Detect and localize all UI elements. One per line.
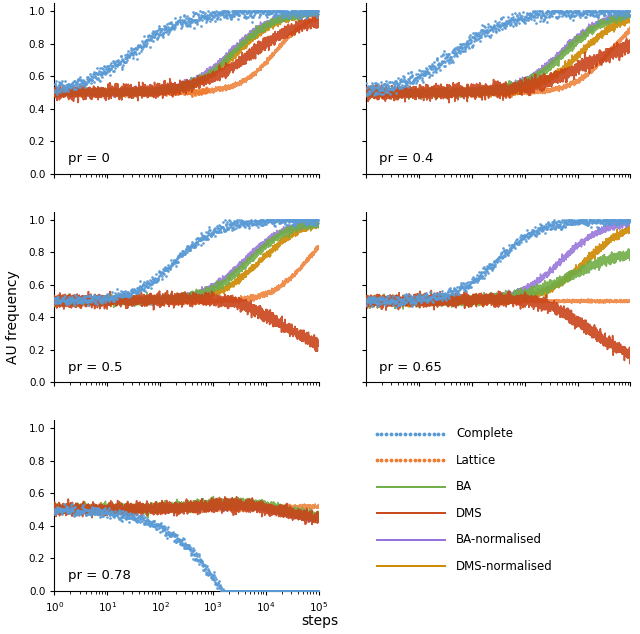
Text: Lattice: Lattice xyxy=(456,454,496,467)
Text: DMS: DMS xyxy=(456,507,483,520)
Text: BA: BA xyxy=(456,480,472,493)
Text: pr = 0.65: pr = 0.65 xyxy=(380,361,442,374)
Text: BA-normalised: BA-normalised xyxy=(456,533,542,546)
Text: steps: steps xyxy=(301,614,339,628)
Text: AU frequency: AU frequency xyxy=(6,270,20,364)
Text: pr = 0.78: pr = 0.78 xyxy=(68,569,131,583)
Text: pr = 0.4: pr = 0.4 xyxy=(380,152,434,165)
Text: DMS-normalised: DMS-normalised xyxy=(456,560,553,573)
Text: pr = 0.5: pr = 0.5 xyxy=(68,361,122,374)
Text: Complete: Complete xyxy=(456,427,513,440)
Text: pr = 0: pr = 0 xyxy=(68,152,109,165)
